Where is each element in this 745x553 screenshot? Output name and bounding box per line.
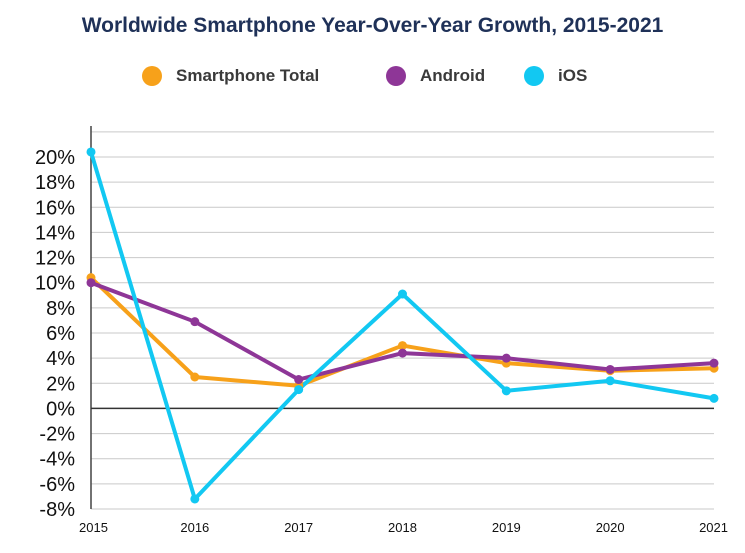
x-tick-label: 2015	[79, 520, 108, 535]
y-tick-label: 2%	[46, 373, 75, 395]
data-point-ios[interactable]	[190, 494, 200, 504]
data-point-ios[interactable]	[709, 393, 719, 403]
legend-item-android[interactable]: Android	[386, 63, 485, 89]
y-tick-label: -2%	[39, 424, 75, 446]
x-tick-label: 2018	[388, 520, 417, 535]
y-tick-label: 12%	[35, 248, 75, 270]
data-point-smartphone-total[interactable]	[398, 341, 407, 351]
legend-label-smartphone-total: Smartphone Total	[176, 66, 320, 85]
data-point-ios[interactable]	[398, 289, 407, 299]
y-tick-label: 8%	[46, 298, 75, 320]
data-point-ios[interactable]	[501, 386, 511, 396]
legend-marker-smartphone-total	[142, 66, 162, 86]
data-point-ios[interactable]	[86, 147, 96, 157]
y-tick-label: 16%	[35, 197, 75, 219]
legend-marker-ios	[524, 66, 544, 86]
chart-legend: Smartphone Total Android iOS	[0, 63, 745, 89]
y-tick-label: 18%	[35, 172, 75, 194]
data-point-android[interactable]	[605, 364, 615, 374]
data-point-android[interactable]	[86, 278, 96, 288]
x-tick-label: 2016	[180, 520, 209, 535]
legend-marker-android	[386, 66, 406, 86]
data-point-android[interactable]	[709, 358, 719, 368]
x-tick-label: 2020	[596, 520, 625, 535]
y-tick-label: -4%	[39, 449, 75, 471]
x-tick-label: 2019	[492, 520, 521, 535]
legend-label-android: Android	[420, 66, 486, 85]
legend-item-ios[interactable]: iOS	[524, 63, 587, 89]
data-point-ios[interactable]	[605, 376, 615, 386]
data-point-android[interactable]	[501, 353, 511, 363]
x-tick-label: 2017	[284, 520, 313, 535]
data-point-android[interactable]	[190, 317, 200, 327]
y-tick-label: -6%	[39, 474, 75, 496]
data-point-ios[interactable]	[294, 385, 304, 395]
y-tick-label: 0%	[46, 398, 75, 420]
y-tick-label: 14%	[35, 222, 75, 244]
y-tick-label: 20%	[35, 147, 75, 169]
legend-label-ios: iOS	[558, 66, 588, 85]
y-tick-label: -8%	[39, 499, 75, 521]
data-point-android[interactable]	[294, 375, 304, 385]
data-point-smartphone-total[interactable]	[190, 372, 200, 382]
chart-title: Worldwide Smartphone Year-Over-Year Grow…	[81, 14, 664, 37]
data-point-android[interactable]	[398, 348, 407, 358]
y-tick-label: 4%	[46, 348, 75, 370]
series-line-ios	[89, 149, 716, 501]
legend-item-smartphone-total[interactable]: Smartphone Total	[142, 63, 319, 89]
x-tick-label: 2021	[699, 520, 728, 535]
y-tick-label: 6%	[46, 323, 75, 345]
y-tick-label: 10%	[35, 273, 75, 295]
